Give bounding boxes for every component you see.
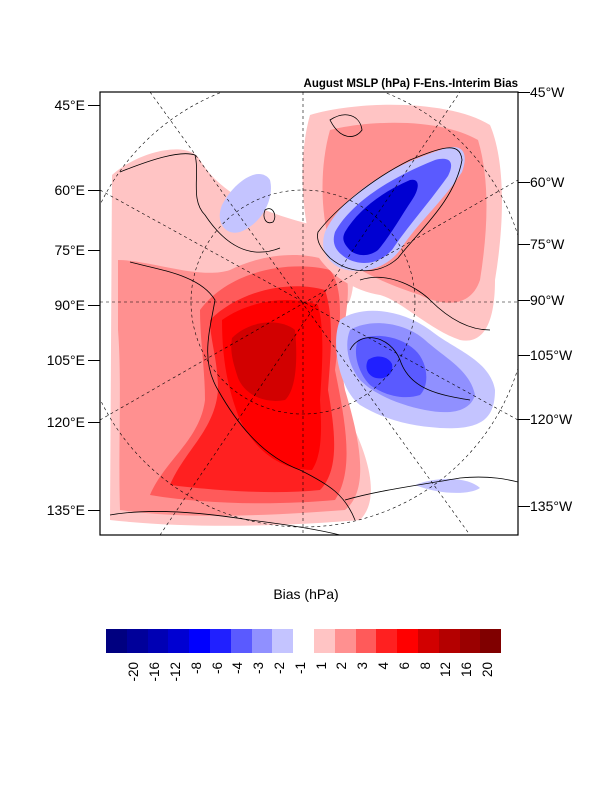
contour-region-8-to-12: [231, 322, 297, 401]
right-label-45w: 45°W: [530, 84, 565, 100]
colorbar-swatch-6: [230, 629, 252, 653]
right-label-105w: 105°W: [530, 347, 573, 363]
graticule-lines: [100, 92, 518, 535]
colorbar-label: -8: [179, 662, 204, 694]
right-label-75w: 75°W: [530, 236, 565, 252]
colorbar-swatch-18: [480, 629, 502, 653]
right-tick-75w: [518, 244, 530, 245]
colorbar-label: 20: [470, 662, 495, 694]
colorbar-swatch-9: [293, 629, 315, 653]
left-tick-120e: [88, 422, 100, 423]
colorbar-label: 1: [304, 662, 329, 694]
left-tick-135e: [88, 510, 100, 511]
right-tick-105w: [518, 355, 530, 356]
colorbar-label: -12: [158, 662, 183, 694]
colorbar-swatch-10: [314, 629, 336, 653]
right-label-120w: 120°W: [530, 411, 573, 427]
colorbar-label: -20: [116, 662, 141, 694]
right-tick-90w: [518, 300, 530, 301]
right-label-135w: 135°W: [530, 498, 573, 514]
colorbar-label-text: 20: [480, 662, 495, 678]
map-frame: [99, 91, 519, 536]
colorbar-swatch-0: [106, 629, 128, 653]
left-label-135e: 135°E: [46, 502, 85, 518]
right-tick-135w: [518, 506, 530, 507]
colorbar-label: -1: [283, 662, 308, 694]
left-tick-45e: [88, 105, 100, 106]
colorbar-swatch-3: [168, 629, 190, 653]
left-tick-105e: [88, 360, 100, 361]
left-tick-75e: [88, 250, 100, 251]
contour-region-alaska-neg: [415, 478, 480, 493]
colorbar-label: 2: [324, 662, 349, 694]
colorbar-swatch-1: [126, 629, 148, 653]
colorbar-label: 12: [428, 662, 453, 694]
colorbar-swatch-2: [147, 629, 169, 653]
contour-region-scandinavia-neg: [219, 174, 271, 233]
colorbar-swatch-13: [376, 629, 398, 653]
colorbar-label: 3: [345, 662, 370, 694]
right-tick-120w: [518, 419, 530, 420]
colorbar-swatch-4: [189, 629, 211, 653]
colorbar-swatch-7: [251, 629, 273, 653]
right-label-90w: 90°W: [530, 292, 565, 308]
colorbar-swatch-11: [334, 629, 356, 653]
colorbar-label: -2: [262, 662, 287, 694]
colorbar-label: -3: [241, 662, 266, 694]
colorbar-swatch-5: [210, 629, 232, 653]
contour-region-canada-neg-4: [366, 356, 393, 379]
colorbar-swatch-8: [272, 629, 294, 653]
contour-region-greenland-neg-3: [343, 179, 418, 256]
left-label-75e: 75°E: [54, 242, 85, 258]
colorbar-swatch-15: [418, 629, 440, 653]
colorbar-swatch-16: [438, 629, 460, 653]
colorbar-swatch-14: [397, 629, 419, 653]
right-tick-45w: [518, 92, 530, 93]
colorbar-label: 8: [408, 662, 433, 694]
colorbar-label: -4: [220, 662, 245, 694]
colorbar-title: Bias (hPa): [273, 586, 339, 602]
left-label-45e: 45°E: [54, 97, 85, 113]
colorbar-swatch-12: [355, 629, 377, 653]
colorbar-label: 6: [387, 662, 412, 694]
left-label-105e: 105°E: [46, 352, 85, 368]
plot-title: August MSLP (hPa) F-Ens.-Interim Bias: [303, 78, 518, 90]
right-tick-60w: [518, 182, 530, 183]
left-label-90e: 90°E: [54, 297, 85, 313]
left-tick-90e: [88, 305, 100, 306]
left-label-120e: 120°E: [46, 414, 85, 430]
left-tick-60e: [88, 190, 100, 191]
contour-fill-layer: [100, 92, 518, 535]
right-label-60w: 60°W: [530, 174, 565, 190]
colorbar-label: 16: [449, 662, 474, 694]
colorbar-label: -6: [200, 662, 225, 694]
colorbar-label: 4: [366, 662, 391, 694]
left-label-60e: 60°E: [54, 182, 85, 198]
coastlines: [109, 114, 518, 535]
colorbar-swatch-17: [459, 629, 481, 653]
colorbar-label: -16: [137, 662, 162, 694]
